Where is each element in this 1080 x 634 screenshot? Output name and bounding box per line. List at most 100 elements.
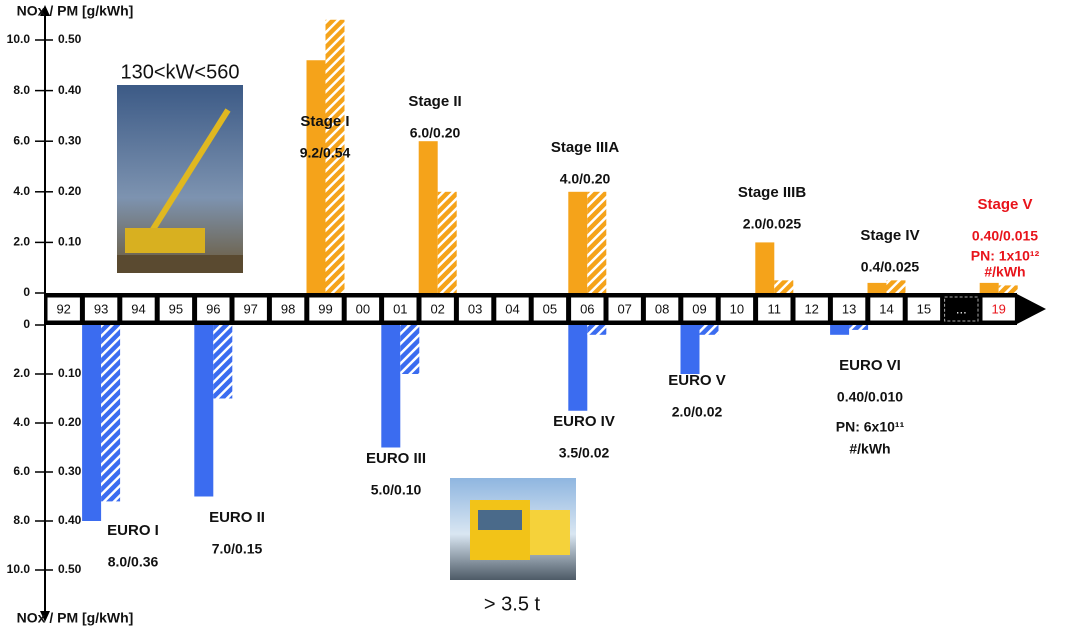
timeline-cell <box>196 296 231 322</box>
x-tick-label: 10 <box>730 301 744 316</box>
y-tick-label: 10.0 <box>7 32 31 46</box>
nox-bar <box>418 141 438 293</box>
x-tick-label: 01 <box>393 301 407 316</box>
stage-limits: 6.0/0.20 <box>410 125 461 141</box>
x-tick-label: 96 <box>206 301 220 316</box>
y2-tick-label: 0.10 <box>58 366 82 380</box>
pm-bar <box>437 191 457 293</box>
y-tick-label: 6.0 <box>13 464 30 478</box>
pm-bar <box>101 325 121 502</box>
y-tick-label: 2.0 <box>13 366 30 380</box>
stage-name: EURO V <box>668 372 726 389</box>
nox-bar <box>680 325 700 374</box>
y-tick-label: 0 <box>23 317 30 331</box>
timeline-cell <box>46 296 81 322</box>
timeline-cell <box>83 296 119 322</box>
caption: 130<kW<560 <box>121 61 240 83</box>
nox-bar <box>867 282 887 293</box>
axis-arrow <box>40 5 50 16</box>
timeline-cell <box>457 296 493 322</box>
pm-bar <box>325 19 345 293</box>
timeline-cell <box>158 296 194 322</box>
y2-tick-label: 0.20 <box>58 415 82 429</box>
x-tick-label: 05 <box>543 301 557 316</box>
timeline-cell <box>794 296 829 322</box>
x-tick-label: 94 <box>131 301 145 316</box>
axis-title: NOx / PM [g/kWh] <box>17 610 134 626</box>
timeline-cell <box>869 296 904 322</box>
timeline-cell <box>121 296 156 322</box>
y-tick-label: 4.0 <box>13 184 30 198</box>
nox-bar <box>82 325 102 521</box>
x-tick-label: 06 <box>580 301 594 316</box>
truck-photo <box>450 478 576 580</box>
stage-name: EURO I <box>107 522 159 539</box>
timeline-cell <box>532 296 568 322</box>
stage-limits: 4.0/0.20 <box>560 171 611 187</box>
nox-bar <box>568 191 588 293</box>
pn-unit: #/kWh <box>984 264 1025 280</box>
timeline-cell <box>607 296 642 322</box>
stage-limits: 8.0/0.36 <box>108 554 159 570</box>
y2-tick-label: 0.40 <box>58 513 82 527</box>
timeline-arrow <box>1015 293 1046 325</box>
stage-name: Stage IV <box>860 227 919 244</box>
y2-tick-label: 0.50 <box>58 32 82 46</box>
timeline-cell <box>831 296 867 322</box>
x-tick-label: 13 <box>842 301 856 316</box>
axis-arrow <box>40 611 50 622</box>
y-tick-label: 10.0 <box>7 562 31 576</box>
stage-name: EURO IV <box>553 413 615 430</box>
x-tick-label: 15 <box>917 301 931 316</box>
timeline-cell <box>570 296 605 322</box>
pm-bar <box>774 280 794 293</box>
pm-bar <box>849 325 869 330</box>
pm-bar <box>587 191 607 293</box>
nox-bar <box>979 282 999 293</box>
timeline-cell <box>981 296 1016 322</box>
nox-bar <box>568 325 588 411</box>
stage-name: Stage IIIB <box>738 184 807 201</box>
stage-limits: 7.0/0.15 <box>212 541 263 557</box>
stage-name: Stage I <box>300 113 349 130</box>
stage-name: Stage IIIA <box>551 139 620 156</box>
stage-limits: 9.2/0.54 <box>300 145 351 161</box>
x-tick-label: 11 <box>768 301 782 316</box>
x-tick-label: 14 <box>879 301 893 316</box>
nox-bar <box>830 325 850 335</box>
crane-photo <box>117 85 243 273</box>
timeline-cell <box>383 296 418 322</box>
y2-tick-label: 0.30 <box>58 464 82 478</box>
y2-tick-label: 0.30 <box>58 133 82 147</box>
timeline-cell <box>345 296 381 322</box>
timeline-cell <box>270 296 306 322</box>
timeline-cell <box>308 296 343 322</box>
pn-unit: #/kWh <box>849 441 890 457</box>
x-tick-label: 97 <box>243 301 257 316</box>
x-tick-label: 04 <box>505 301 519 316</box>
x-tick-label: 12 <box>804 301 818 316</box>
x-tick-label: 03 <box>468 301 482 316</box>
stage-name: EURO VI <box>839 357 901 374</box>
y-tick-label: 2.0 <box>13 235 30 249</box>
x-tick-label: 95 <box>169 301 183 316</box>
x-tick-label: 02 <box>430 301 444 316</box>
timeline-cell <box>719 296 755 322</box>
timeline-cell <box>906 296 942 322</box>
x-tick-label: 92 <box>56 301 70 316</box>
stage-limits: 3.5/0.02 <box>559 445 610 461</box>
stage-limits: 2.0/0.02 <box>672 404 723 420</box>
timeline-cell <box>757 296 792 322</box>
pm-bar <box>587 325 607 335</box>
pm-bar <box>699 325 719 335</box>
timeline-cell <box>495 296 530 322</box>
y-tick-label: 4.0 <box>13 415 30 429</box>
stage-name: EURO III <box>366 450 426 467</box>
pm-bar <box>886 280 906 293</box>
stage-limits: 0.4/0.025 <box>861 259 920 275</box>
nox-bar <box>381 325 401 448</box>
y-tick-label: 8.0 <box>13 513 30 527</box>
stage-limits: 5.0/0.10 <box>371 482 422 498</box>
pn-limit: PN: 1x10¹² <box>971 248 1040 264</box>
